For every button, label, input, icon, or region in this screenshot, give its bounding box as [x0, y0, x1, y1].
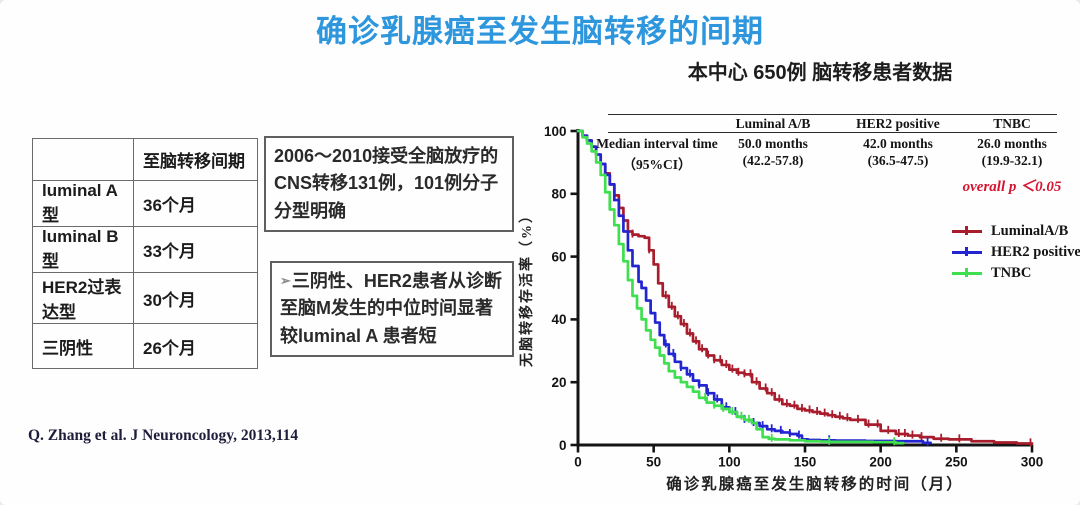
stats-header-rule [608, 132, 1057, 133]
x-axis-title: 确诊乳腺癌至发生脑转移的时间（月） [666, 476, 964, 493]
note-box-cohort-text: 2006～2010接受全脑放疗的CNS转移131例，101例分子分型明确 [274, 146, 499, 221]
svg-text:40: 40 [551, 312, 566, 327]
km-curve-HER2 positive [576, 129, 932, 446]
svg-text:250: 250 [945, 455, 968, 470]
table-row: 三阴性 26个月 [32, 323, 258, 369]
row-value: 36个月 [133, 180, 258, 227]
stats-ci: (42.2-57.8) [742, 153, 804, 168]
note-box-finding-text: 三阴性、HER2患者从诊断至脑M发生的中位时间显著较luminal A 患者短 [280, 271, 502, 346]
row-label: luminal B型 [32, 226, 134, 273]
stats-col-header: HER2 positive [856, 116, 940, 131]
svg-text:100: 100 [544, 124, 567, 139]
svg-text:300: 300 [1021, 455, 1044, 470]
svg-text:50: 50 [646, 455, 661, 470]
note-box-cohort: 2006～2010接受全脑放疗的CNS转移131例，101例分子分型明确 [264, 136, 514, 233]
interval-table: 至脑转移间期 luminal A型 36个月 luminal B型 33个月 H… [32, 138, 258, 369]
chart-subtitle: 本中心 650例 脑转移患者数据 [687, 62, 953, 84]
stats-col-header: TNBC [993, 116, 1031, 131]
svg-text:0: 0 [559, 438, 567, 453]
stats-ci: (36.5-47.5) [867, 153, 929, 168]
legend-line-icon [952, 268, 982, 277]
legend-label: LuminalA/B [991, 223, 1069, 239]
arrow-bullet-icon: ➢ [280, 273, 291, 288]
svg-text:150: 150 [794, 455, 817, 470]
svg-text:100: 100 [718, 455, 741, 470]
stats-median: 50.0 months [738, 136, 808, 151]
row-label: luminal A型 [32, 180, 134, 227]
stats-col-header: Luminal A/B [735, 116, 811, 131]
legend-label: TNBC [991, 265, 1032, 281]
stats-row-label: Median interval time [596, 136, 718, 151]
legend-line-icon [952, 226, 982, 235]
row-label: 三阴性 [32, 323, 134, 369]
row-value: 33个月 [133, 226, 258, 273]
legend: LuminalA/B HER2 positive TNBC [952, 221, 1080, 284]
km-curve-TNBC [576, 129, 905, 446]
legend-item: LuminalA/B [952, 221, 1080, 242]
svg-text:20: 20 [551, 375, 566, 390]
km-chart: 0 50 100 150 200 250 300 0 20 40 60 80 100 Luminal A… [515, 95, 1080, 505]
axes: 0 50 100 150 200 250 300 0 20 40 60 80 100 [544, 124, 1043, 470]
legend-label: HER2 positive [991, 244, 1080, 260]
citation: Q. Zhang et al. J Neuroncology, 2013,114 [28, 427, 299, 444]
legend-item: HER2 positive [952, 242, 1080, 263]
note-box-finding: ➢三阴性、HER2患者从诊断至脑M发生的中位时间显著较luminal A 患者短 [270, 261, 514, 358]
svg-text:60: 60 [551, 249, 566, 264]
legend-line-icon [952, 247, 982, 256]
svg-text:80: 80 [551, 187, 566, 202]
legend-item: TNBC [952, 263, 1080, 284]
svg-text:0: 0 [574, 455, 582, 470]
km-curve-LuminalA/B [576, 129, 1034, 447]
table-col-header: 至脑转移间期 [133, 138, 258, 181]
stats-median: 26.0 months [977, 136, 1047, 151]
table-row: luminal A型 36个月 [32, 180, 258, 227]
table-header-row: 至脑转移间期 [32, 138, 258, 181]
svg-text:200: 200 [869, 455, 892, 470]
row-label: HER2过表达型 [32, 272, 134, 324]
y-axis-title: 无脑转移存活率（%） [520, 207, 535, 367]
slide-title: 确诊乳腺癌至发生脑转移的间期 [316, 14, 764, 49]
stats-median: 42.0 months [863, 136, 933, 151]
p-value: overall p ＜0.05 [962, 179, 1062, 195]
row-value: 26个月 [133, 323, 258, 369]
km-plot: 0 50 100 150 200 250 300 0 20 40 60 80 100 [544, 124, 1043, 470]
table-corner-cell [32, 138, 134, 181]
row-value: 30个月 [133, 272, 258, 324]
stats-row-label-ci: （95%CI） [622, 157, 692, 172]
stats-ci: (19.9-32.1) [981, 153, 1043, 168]
table-row: HER2过表达型 30个月 [32, 272, 258, 324]
stats-top-rule [608, 114, 1057, 115]
table-row: luminal B型 33个月 [32, 226, 258, 273]
